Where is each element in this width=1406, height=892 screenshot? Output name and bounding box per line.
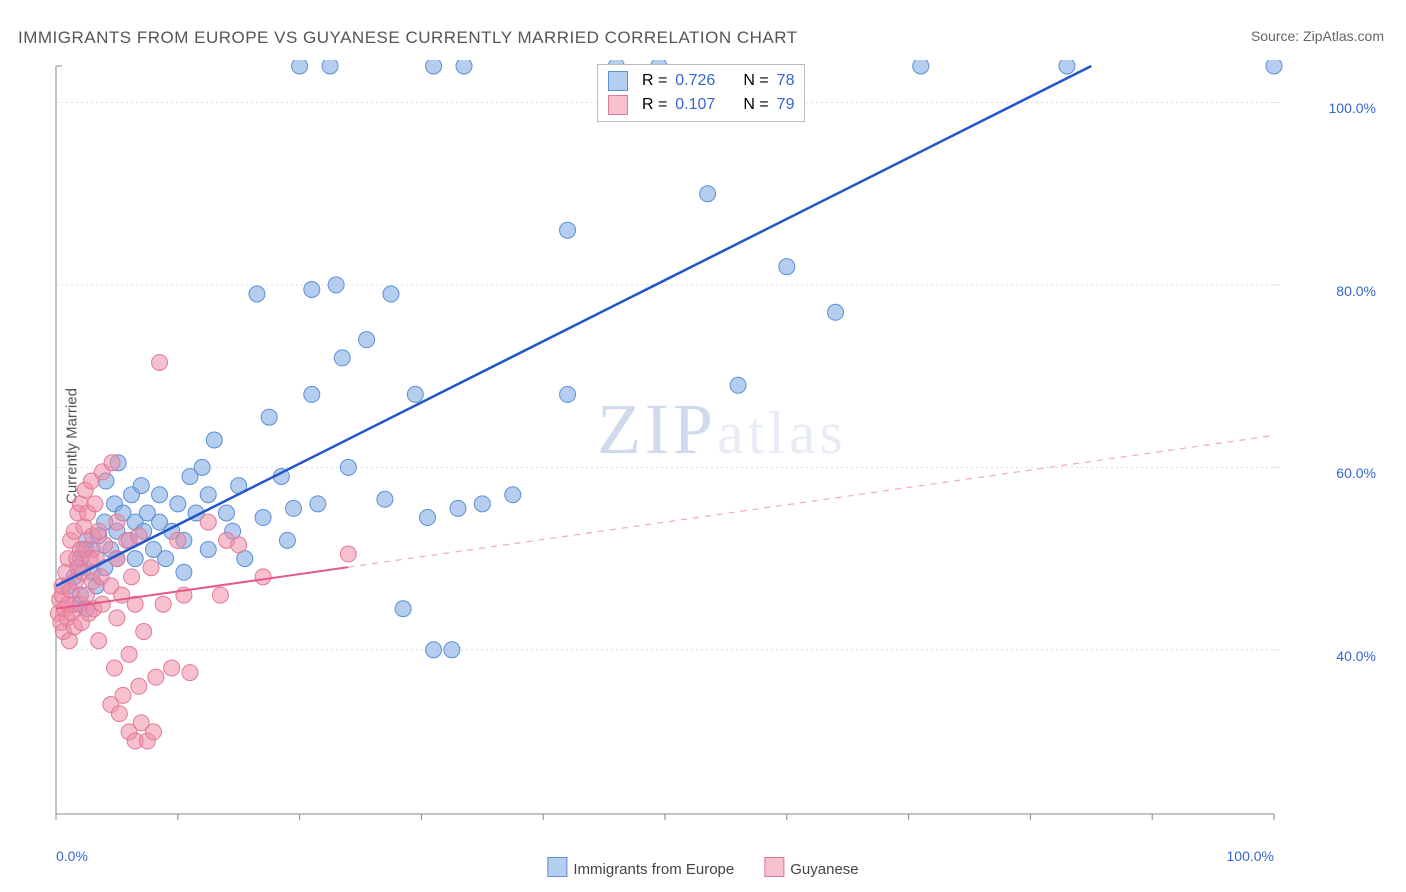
legend-swatch [608, 71, 628, 91]
correlation-stats-box: R = 0.726 N = 78 R = 0.107 N = 79 [597, 64, 806, 122]
y-tick-label: 100.0% [1329, 100, 1376, 116]
y-tick-label: 80.0% [1336, 283, 1376, 299]
x-tick-label: 0.0% [56, 848, 88, 864]
x-axis-legend: Immigrants from Europe Guyanese [547, 857, 858, 878]
n-label: N = [743, 96, 768, 114]
y-tick-label: 40.0% [1336, 648, 1376, 664]
legend-label: Immigrants from Europe [573, 861, 734, 878]
chart-title: IMMIGRANTS FROM EUROPE VS GUYANESE CURRE… [18, 28, 798, 48]
n-value: 79 [777, 96, 795, 114]
stats-row: R = 0.107 N = 79 [608, 93, 795, 117]
y-tick-label: 60.0% [1336, 465, 1376, 481]
n-label: N = [743, 72, 768, 90]
r-value: 0.726 [675, 72, 715, 90]
legend-swatch [547, 857, 567, 877]
legend-label: Guyanese [790, 861, 858, 878]
legend-item: Immigrants from Europe [547, 857, 734, 878]
legend-item: Guyanese [764, 857, 858, 878]
stats-row: R = 0.726 N = 78 [608, 69, 795, 93]
scatter-chart [50, 60, 1384, 842]
r-label: R = [642, 96, 667, 114]
x-tick-label: 100.0% [1227, 848, 1274, 864]
legend-swatch [764, 857, 784, 877]
source-attribution: Source: ZipAtlas.com [1251, 28, 1384, 44]
plot-area: ZIPatlas R = 0.726 N = 78 R = 0.107 N = … [50, 60, 1384, 842]
legend-swatch [608, 95, 628, 115]
r-value: 0.107 [675, 96, 715, 114]
r-label: R = [642, 72, 667, 90]
n-value: 78 [777, 72, 795, 90]
